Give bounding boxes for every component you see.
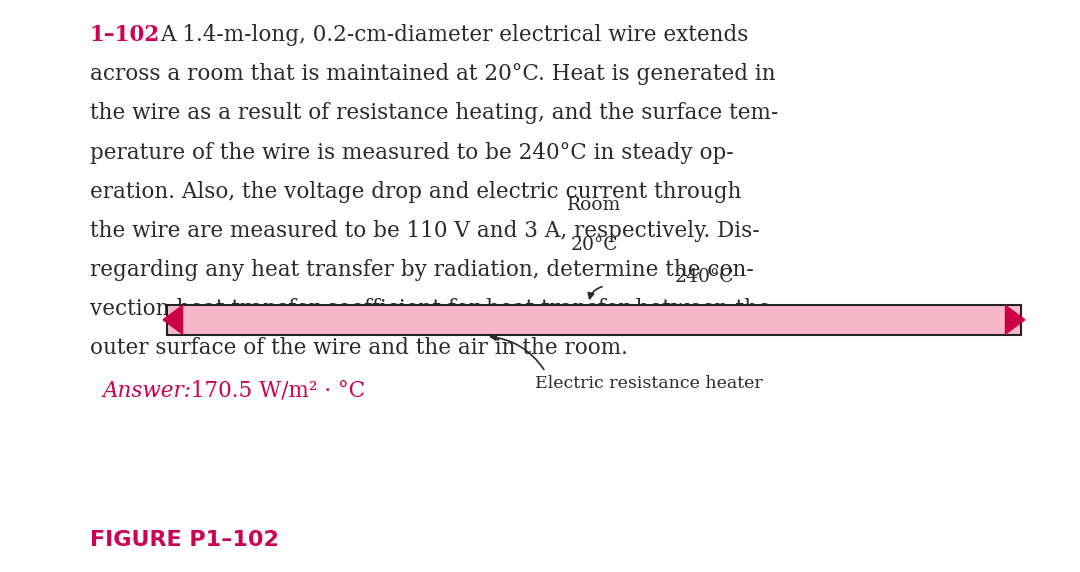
- Text: across a room that is maintained at 20°C. Heat is generated in: across a room that is maintained at 20°C…: [90, 63, 775, 85]
- Bar: [167, 305, 1021, 335]
- Text: Room: Room: [567, 196, 621, 214]
- Text: 170.5 W/m² · °C: 170.5 W/m² · °C: [184, 380, 365, 402]
- Text: 1–102: 1–102: [90, 24, 160, 46]
- Text: FIGURE P1–102: FIGURE P1–102: [90, 530, 279, 550]
- Text: 20°C: 20°C: [570, 236, 618, 254]
- Text: A 1.4-m-long, 0.2-cm-diameter electrical wire extends: A 1.4-m-long, 0.2-cm-diameter electrical…: [160, 24, 748, 46]
- Text: vection heat transfer coefficient for heat transfer between the: vection heat transfer coefficient for he…: [90, 299, 770, 320]
- Text: 240°C: 240°C: [675, 268, 734, 287]
- Polygon shape: [1005, 305, 1025, 334]
- Text: eration. Also, the voltage drop and electric current through: eration. Also, the voltage drop and elec…: [90, 181, 741, 202]
- Text: Answer:: Answer:: [103, 380, 191, 402]
- Text: perature of the wire is measured to be 240°C in steady op-: perature of the wire is measured to be 2…: [90, 142, 733, 164]
- Text: the wire are measured to be 110 V and 3 A, respectively. Dis-: the wire are measured to be 110 V and 3 …: [90, 220, 759, 242]
- Text: regarding any heat transfer by radiation, determine the con-: regarding any heat transfer by radiation…: [90, 259, 754, 281]
- Text: outer surface of the wire and the air in the room.: outer surface of the wire and the air in…: [90, 337, 627, 359]
- Polygon shape: [163, 305, 183, 334]
- Text: the wire as a result of resistance heating, and the surface tem-: the wire as a result of resistance heati…: [90, 102, 778, 124]
- Text: Electric resistance heater: Electric resistance heater: [535, 375, 762, 392]
